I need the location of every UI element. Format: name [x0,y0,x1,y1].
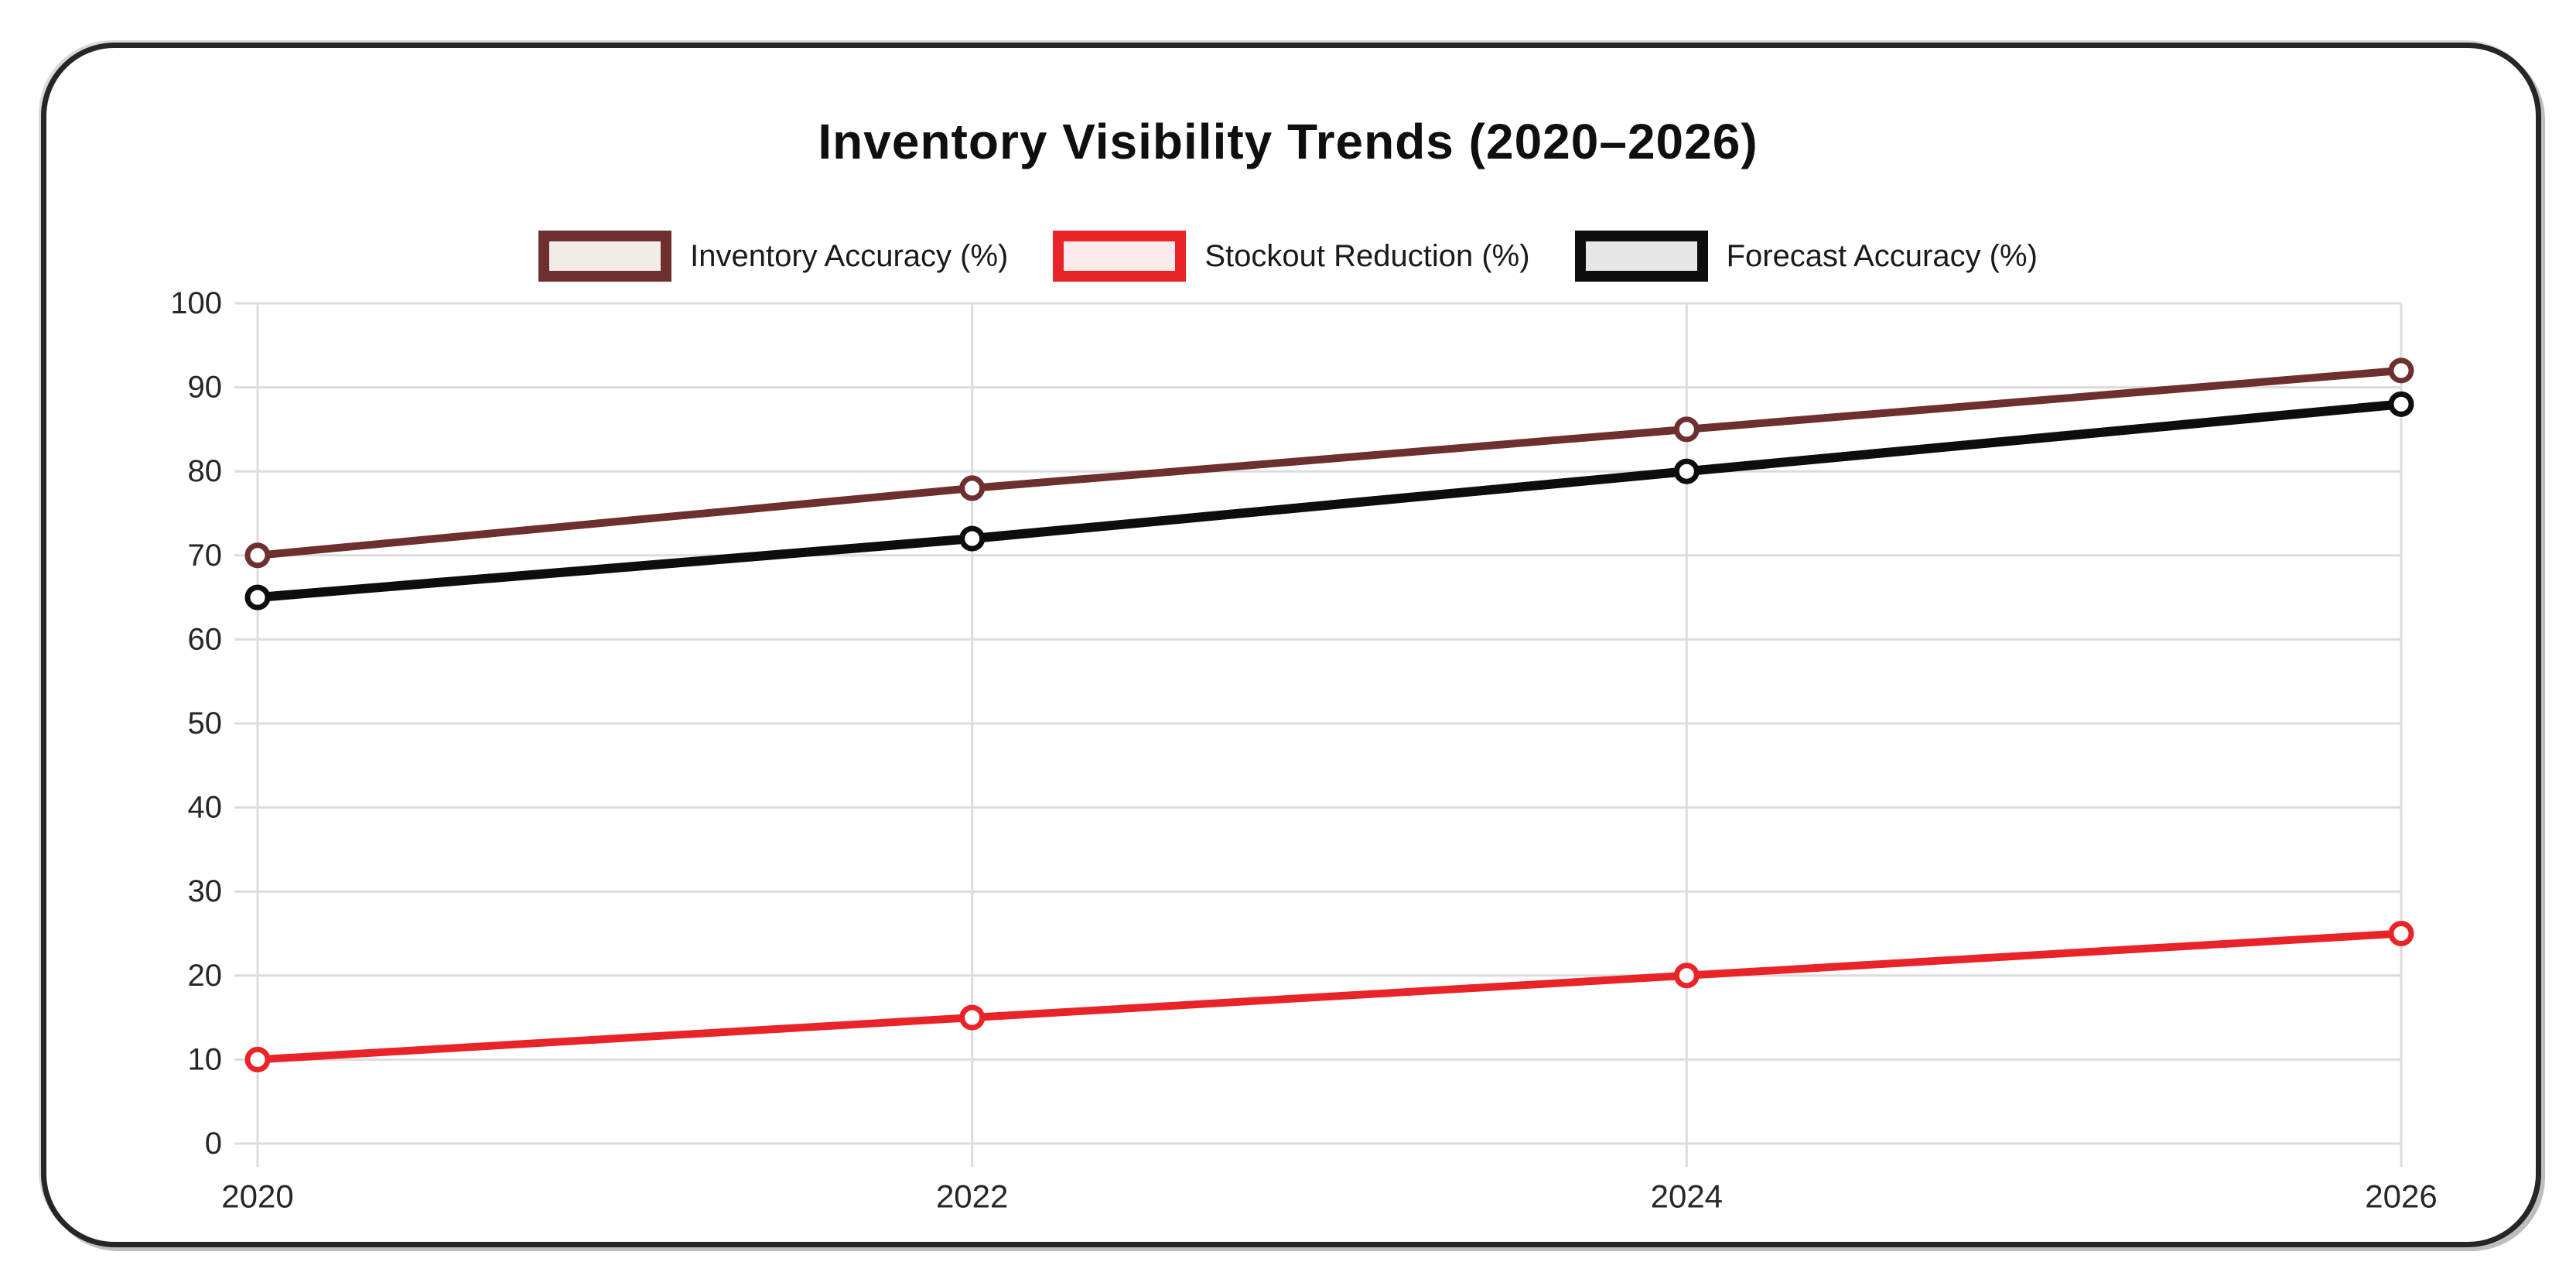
legend-label-forecast-accuracy: Forecast Accuracy (%) [1726,238,2038,273]
y-axis-label-30: 30 [188,874,223,908]
data-point-inventory-accuracy-2022[interactable] [959,475,986,501]
chart-title: Inventory Visibility Trends (2020–2026) [818,114,1758,169]
series-line-forecast-accuracy [253,399,2406,603]
chart-legend: Inventory Accuracy (%) Stockout Reduction… [0,231,2576,282]
data-point-stockout-reduction-2026[interactable] [2388,921,2414,946]
legend-item-forecast-accuracy[interactable]: Forecast Accuracy (%) [1574,231,2038,282]
data-point-inventory-accuracy-2026[interactable] [2388,357,2414,384]
y-axis-label-80: 80 [188,454,223,488]
legend-item-stockout-reduction[interactable]: Stockout Reduction (%) [1053,231,1530,282]
y-axis-label-40: 40 [188,791,223,825]
data-point-inventory-accuracy-2024[interactable] [1673,416,1700,443]
y-axis-label-100: 100 [170,286,222,320]
legend-swatch-stockout-reduction [1053,231,1187,282]
data-point-stockout-reduction-2020[interactable] [244,1046,271,1072]
data-point-inventory-accuracy-2020[interactable] [244,542,271,569]
data-point-forecast-accuracy-2020[interactable] [244,584,271,610]
legend-swatch-inventory-accuracy [538,231,672,282]
series-line-stockout-reduction [254,929,2405,1064]
y-axis-label-0: 0 [205,1127,222,1161]
data-point-forecast-accuracy-2026[interactable] [2388,391,2414,417]
y-axis-label-60: 60 [188,622,223,656]
data-point-forecast-accuracy-2022[interactable] [959,525,986,552]
y-axis-label-50: 50 [188,706,223,740]
y-axis-label-10: 10 [188,1042,223,1076]
data-point-forecast-accuracy-2024[interactable] [1673,458,1700,484]
series-line-inventory-accuracy [254,366,2405,559]
legend-label-stockout-reduction: Stockout Reduction (%) [1204,238,1530,273]
y-axis-label-70: 70 [188,539,223,573]
x-axis-label-2026: 2026 [2365,1178,2437,1215]
legend-label-inventory-accuracy: Inventory Accuracy (%) [690,238,1009,273]
x-axis-label-2020: 2020 [221,1178,293,1215]
y-axis-label-90: 90 [188,371,223,405]
data-point-stockout-reduction-2022[interactable] [959,1004,986,1031]
y-axis-label-20: 20 [188,959,223,993]
legend-item-inventory-accuracy[interactable]: Inventory Accuracy (%) [538,231,1008,282]
legend-swatch-forecast-accuracy [1574,231,1708,282]
x-axis-label-2024: 2024 [1651,1178,1723,1215]
x-axis-label-2022: 2022 [936,1178,1008,1215]
data-point-stockout-reduction-2024[interactable] [1673,963,1700,989]
